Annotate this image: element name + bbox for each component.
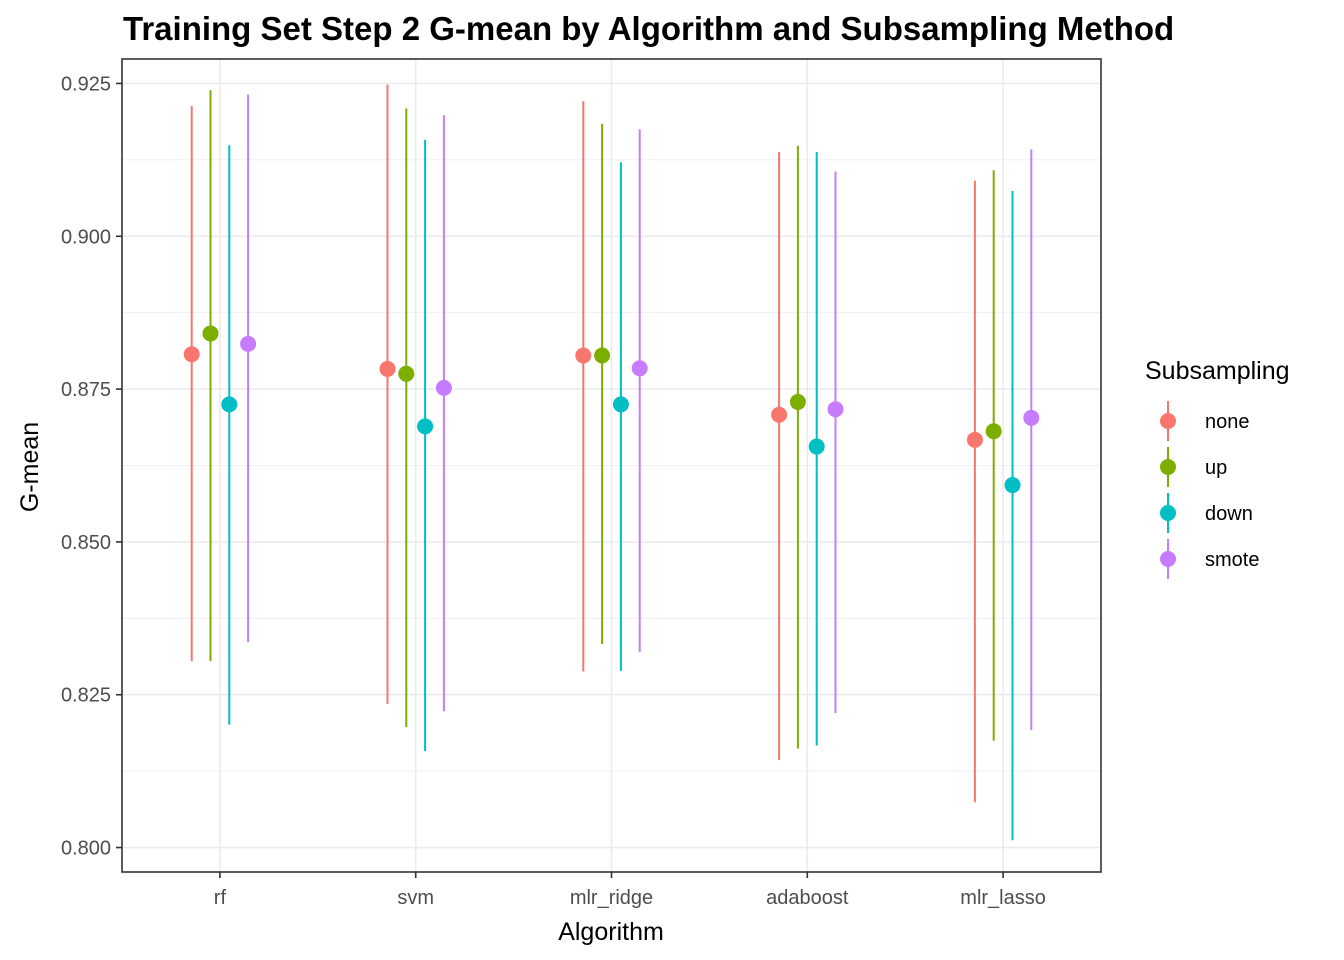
x-axis: rf svm mlr_ridge adaboost mlr_lasso	[214, 872, 1046, 909]
data-point	[183, 346, 200, 363]
data-point	[379, 360, 396, 377]
y-axis: 0.800 0.825 0.850 0.875 0.900 0.925	[61, 73, 122, 860]
data-point	[808, 438, 825, 455]
y-axis-title: G-mean	[16, 422, 44, 512]
x-tick-label: mlr_lasso	[960, 887, 1046, 909]
series-down	[221, 139, 1021, 841]
legend: Subsampling none up down smote	[1145, 357, 1290, 579]
y-tick-label: 0.825	[61, 685, 111, 707]
data-marks	[183, 84, 1040, 841]
series-smote	[240, 94, 1040, 731]
x-axis-title: Algorithm	[558, 918, 664, 946]
legend-key-point	[1160, 413, 1176, 429]
data-point	[827, 401, 844, 418]
data-point	[202, 325, 219, 342]
legend-item-smote: smote	[1160, 539, 1259, 579]
legend-label: smote	[1205, 549, 1259, 571]
data-point	[631, 360, 648, 377]
data-point	[1004, 477, 1021, 494]
plot-panel	[122, 59, 1101, 872]
legend-title: Subsampling	[1145, 357, 1290, 385]
data-point	[435, 379, 452, 396]
legend-key-point	[1160, 459, 1176, 475]
legend-item-up: up	[1160, 447, 1227, 487]
y-tick-label: 0.800	[61, 838, 111, 860]
data-point	[1023, 409, 1040, 426]
data-point	[966, 431, 983, 448]
x-tick-label: mlr_ridge	[570, 887, 653, 909]
data-point	[240, 335, 257, 352]
y-tick-label: 0.850	[61, 532, 111, 554]
data-point	[771, 406, 788, 423]
data-point	[612, 396, 629, 413]
legend-key-point	[1160, 505, 1176, 521]
series-up	[202, 90, 1002, 749]
legend-item-down: down	[1160, 493, 1253, 533]
legend-label: none	[1205, 411, 1250, 433]
data-point	[594, 347, 611, 364]
legend-label: up	[1205, 457, 1227, 479]
data-point	[985, 423, 1002, 440]
y-tick-label: 0.925	[61, 73, 111, 95]
legend-key-point	[1160, 551, 1176, 567]
plot-border	[121, 58, 1102, 873]
y-tick-label: 0.875	[61, 379, 111, 401]
data-point	[575, 347, 592, 364]
chart-title: Training Set Step 2 G-mean by Algorithm …	[123, 10, 1174, 47]
data-point	[221, 396, 238, 413]
x-tick-label: rf	[214, 887, 227, 909]
data-point	[417, 418, 434, 435]
data-point	[789, 393, 806, 410]
legend-label: down	[1205, 503, 1253, 525]
x-tick-label: adaboost	[766, 887, 849, 909]
series-none	[183, 84, 983, 803]
y-tick-label: 0.900	[61, 226, 111, 248]
data-point	[398, 365, 415, 382]
x-tick-label: svm	[397, 887, 434, 909]
legend-item-none: none	[1160, 401, 1250, 441]
